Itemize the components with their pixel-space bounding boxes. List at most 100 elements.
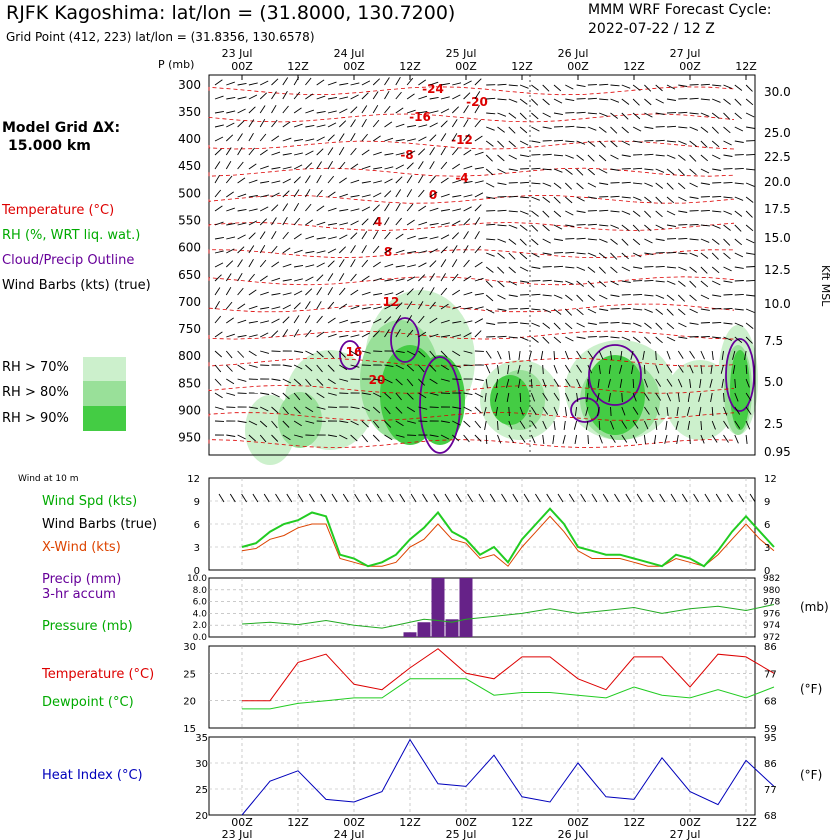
wind-barb [553,154,564,157]
wind-barb [429,392,439,396]
wind-barb [712,195,722,198]
wind-barb [248,94,258,100]
wind-barb [338,120,347,128]
wind-barb [429,434,439,438]
wind-barb [248,364,258,368]
wind-y-tick-right: 9 [764,497,770,508]
wind-barb [565,98,575,102]
heat-index-panel-frame [208,736,756,816]
wind-barb [519,126,528,134]
wind-barb [225,147,232,156]
rh-blob [415,355,465,445]
wind-barb [384,420,392,428]
wind-barb [484,420,487,430]
wind-barb [372,406,381,414]
wind-barb [395,152,405,156]
wind-barb [259,420,268,428]
wind-barb [711,434,718,443]
wind-barb [271,406,279,414]
wind-barb [429,207,439,212]
wind-barb [497,112,507,117]
wind-barb [746,126,756,129]
wind-y-tick-right: 3 [764,543,770,554]
wind-barb [542,224,550,232]
wind-barb [372,78,381,86]
wind-barb [214,315,222,324]
height-axis-title: Kft MSL [819,265,832,307]
wind-barb [214,161,221,170]
wind-barb [214,95,224,100]
wind-barb [562,434,566,444]
wind-barb [395,350,405,354]
wind-barb [463,291,473,296]
wind-barb [407,250,417,254]
wind-barb [338,133,345,142]
wind-barb [293,434,303,438]
wind-barb [576,364,582,373]
wind-barb [723,420,729,429]
surface-wind-barb [354,493,360,503]
wind-barb [372,217,379,226]
wind-barb [700,224,710,227]
wind-barb [463,206,472,212]
surface-wind-barb [648,493,654,503]
wind-barb [406,162,414,170]
wind-barb [745,364,748,375]
wind-barb [576,336,586,339]
wind-barb [621,392,623,403]
wind-barb [734,238,742,246]
wind-barb [248,350,257,357]
wind-barb [598,350,604,360]
surface-wind-barb [568,493,575,503]
wind-barb [519,112,527,120]
temperature-contour-line [208,358,735,367]
wind-barb [621,84,631,89]
surface-wind-barb [715,493,722,503]
wind-barb [553,84,562,92]
wind-barb [565,224,575,227]
wind-barb [576,154,585,161]
wind-barb [339,234,348,240]
wind-barb [677,294,686,302]
temperature-contour-label: -4 [455,171,468,185]
wind-barb [599,335,609,338]
wind-barb [259,206,269,212]
temperature-contour-line [208,167,735,177]
heat-index-f-units: (°F) [800,768,822,782]
wind-barb [485,154,493,162]
wind-barb [666,251,677,254]
surface-wind-barb [625,493,632,503]
date-label-bottom: 23 Jul [222,828,253,840]
wind-barb [225,273,232,282]
wind-barb [666,168,675,175]
wind-barb [599,83,609,86]
wind-barb [463,306,473,310]
wind-barb [723,84,732,89]
wind-barb [384,105,391,114]
time-label-top: 00Z [567,60,589,73]
wind-barb [576,140,586,145]
surface-wind-barb [229,493,236,503]
wind-barb [497,83,507,86]
wind-barb [700,83,710,86]
wind-barb [372,192,382,198]
wind-barb [440,96,450,100]
wind-barb [237,334,247,338]
wind-barb [429,350,436,359]
wind-barb [237,246,245,254]
wind-speed-label: Wind Spd (kts) [42,494,138,509]
wind-barb [621,307,631,310]
wind-barb [440,222,450,226]
wind-barb [610,406,612,417]
wind-barb [225,260,234,268]
wind-barb [429,317,438,324]
wind-barb [528,350,532,360]
wind-barb [746,168,756,171]
wind-barb [316,250,326,254]
wind-barb [440,420,450,424]
wind-barb [429,248,438,254]
surface-wind-barb [501,493,507,503]
wind-barb [451,259,458,268]
wind-barb [576,392,579,402]
wind-barb [282,77,289,86]
